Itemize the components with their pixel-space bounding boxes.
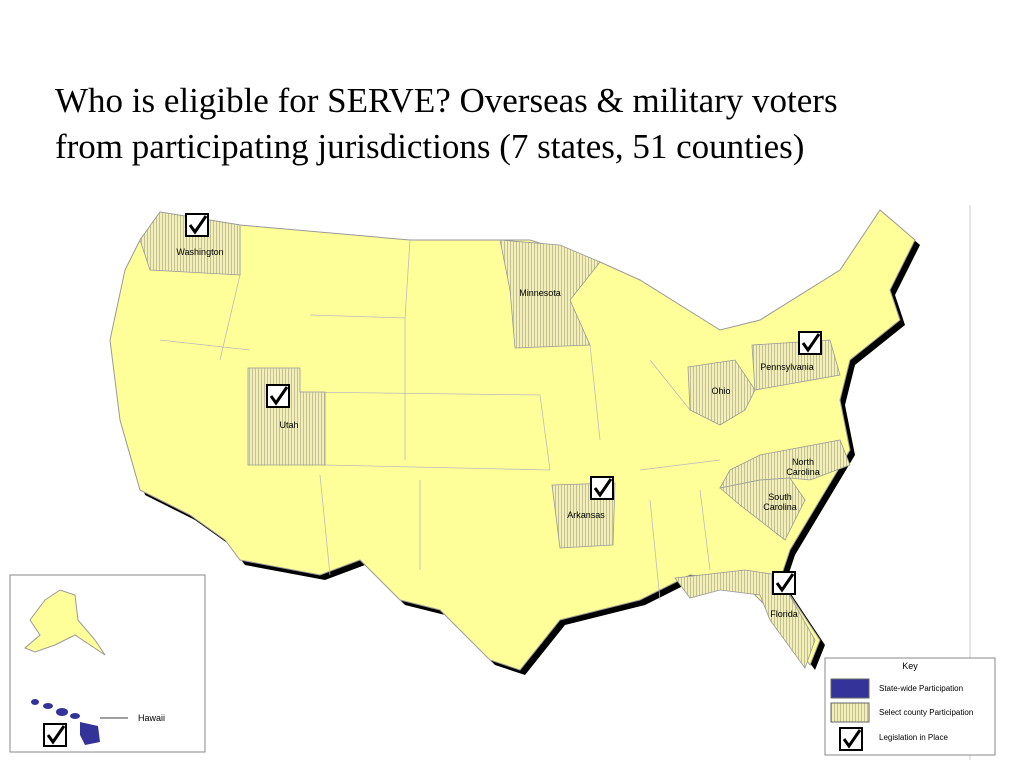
inset-box — [9, 574, 206, 753]
state-label: North Carolina — [786, 457, 820, 477]
inset-label: Hawaii — [138, 713, 166, 723]
state-label: Minnesota — [519, 288, 561, 298]
us-outline — [109, 209, 916, 671]
title-line: from participating jurisdictions (7 stat… — [55, 127, 805, 166]
state-label: Arkansas — [567, 510, 605, 520]
key-item: Select county Participation — [879, 708, 974, 717]
check-icon — [265, 383, 291, 409]
state-label: Pennsylvania — [760, 362, 814, 372]
state-minnesota — [499, 239, 601, 349]
state-washington — [139, 211, 241, 276]
state-south-carolina — [719, 477, 806, 541]
state-label: Florida — [770, 609, 798, 619]
state-ohio — [687, 359, 756, 426]
state-label: South Carolina — [763, 492, 797, 512]
alaska — [24, 589, 106, 656]
title: Who is eligible for SERVE? Overseas & mi… — [55, 78, 838, 170]
state-label: Utah — [279, 420, 299, 430]
hawaii-islands — [31, 699, 100, 745]
key-title: Key — [902, 661, 918, 671]
key-swatch — [830, 678, 870, 699]
state-label: Washington — [176, 247, 224, 257]
check-icon — [797, 330, 823, 356]
check-icon — [771, 570, 797, 596]
title-line: Who is eligible for SERVE? Overseas & mi… — [55, 81, 838, 120]
check-icon — [589, 475, 615, 501]
key-swatch — [830, 702, 870, 723]
key-item: Legislation in Place — [879, 733, 948, 742]
state-label: Ohio — [711, 386, 731, 396]
check-icon — [838, 726, 864, 752]
key-item: State-wide Participation — [879, 684, 964, 693]
check-icon — [184, 212, 210, 238]
check-icon — [42, 722, 68, 748]
